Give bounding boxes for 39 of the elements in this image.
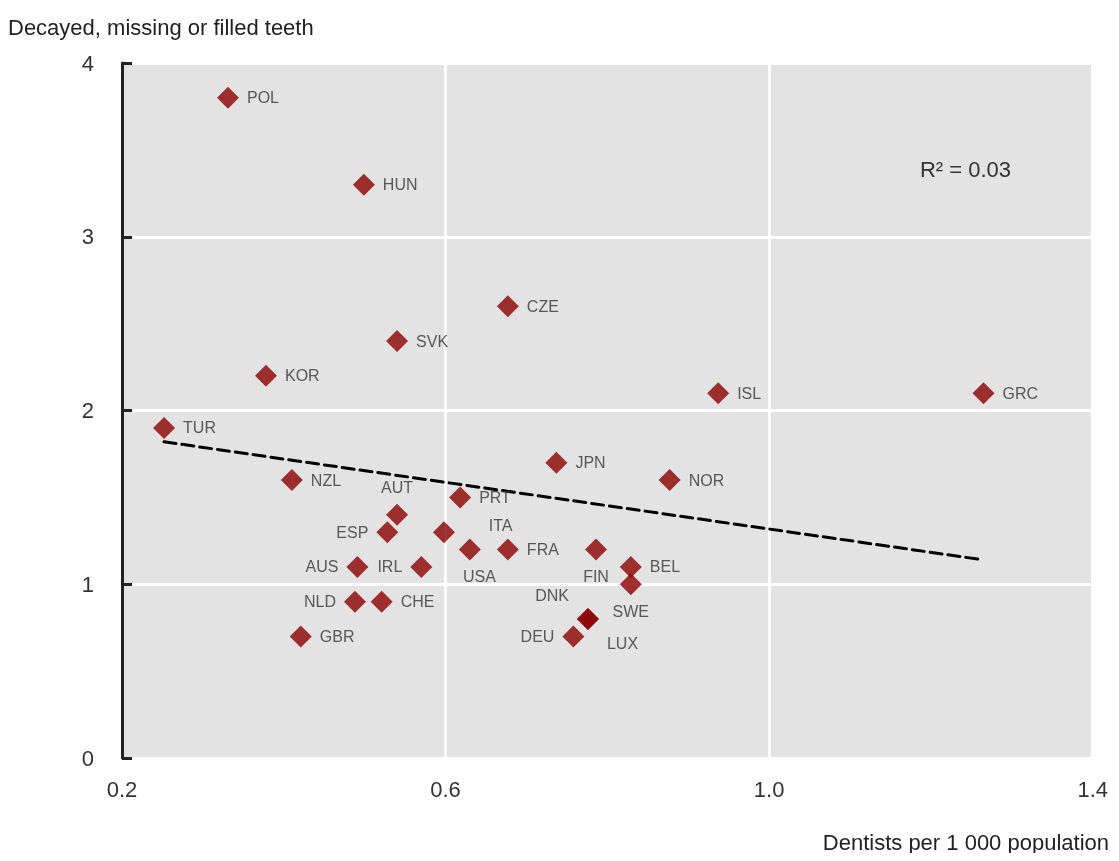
data-label: IRL — [377, 558, 403, 576]
data-label: HUN — [382, 176, 418, 194]
data-label: KOR — [284, 367, 320, 385]
data-label: FRA — [526, 541, 560, 558]
data-label: NOR — [688, 471, 725, 489]
data-label: SWE — [612, 602, 650, 620]
data-label: PRT — [479, 488, 512, 506]
data-label: ITA — [488, 517, 513, 534]
annotation: R² = 0.03 — [919, 156, 1011, 182]
y-tick-label: 4 — [81, 50, 94, 76]
data-label: NLD — [303, 593, 336, 611]
x-tick-label: 1.4 — [1077, 776, 1109, 802]
data-label: USA — [462, 567, 497, 585]
data-label: POL — [246, 89, 280, 107]
data-label: TUR — [183, 419, 216, 437]
data-label: AUT — [381, 479, 414, 497]
y-tick-label: 0 — [81, 745, 94, 771]
data-label: DEU — [520, 627, 555, 645]
y-tick-label: 1 — [81, 571, 94, 597]
data-label: CZE — [526, 297, 559, 315]
data-label: GRC — [1002, 384, 1039, 402]
data-label: AUS — [305, 558, 339, 576]
data-label: SVK — [416, 332, 449, 350]
y-tick-label: 2 — [81, 398, 94, 423]
x-tick-label: 0.2 — [106, 776, 138, 802]
data-label: JPN — [575, 454, 606, 472]
data-label: CHE — [400, 593, 435, 611]
y-axis-title: Decayed, missing or filled teeth — [8, 14, 314, 40]
data-label: GBR — [319, 627, 355, 645]
x-tick-label: 0.6 — [430, 776, 461, 802]
x-tick-label: 1.0 — [753, 776, 785, 802]
data-label: FIN — [583, 568, 609, 585]
data-label: NZL — [310, 471, 342, 489]
data-label: ISL — [737, 384, 762, 402]
data-label: DNK — [535, 586, 570, 604]
data-label: ESP — [336, 523, 369, 541]
data-label: BEL — [649, 558, 681, 576]
data-label: LUX — [606, 634, 639, 652]
y-tick-label: 3 — [81, 224, 94, 250]
